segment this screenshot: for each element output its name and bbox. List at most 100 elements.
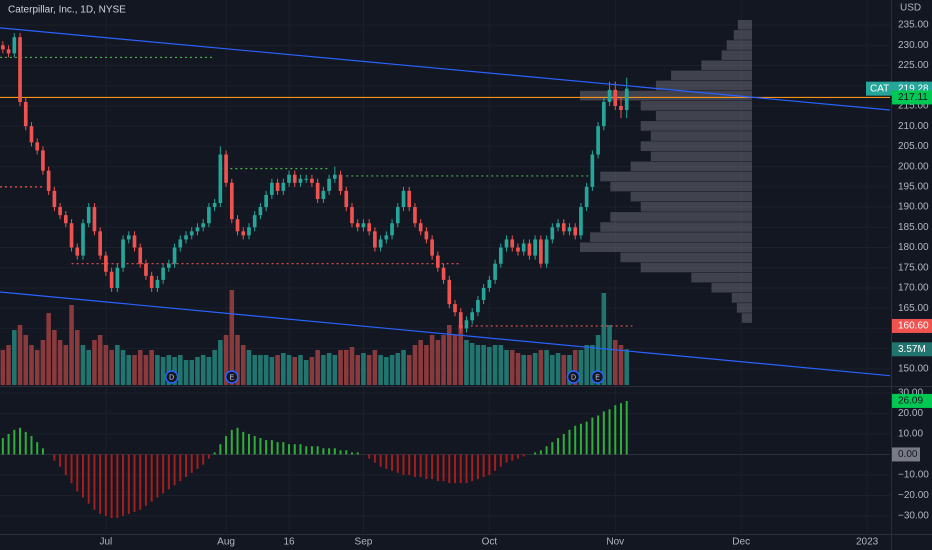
volume-bar bbox=[115, 345, 120, 385]
candle-body bbox=[92, 207, 97, 232]
volume-bar bbox=[469, 343, 475, 385]
candle-body bbox=[218, 154, 223, 204]
candle-body bbox=[441, 267, 446, 280]
candle-body bbox=[539, 239, 543, 264]
oscillator-bar bbox=[408, 454, 411, 475]
volume-bar bbox=[447, 325, 452, 385]
candle-body bbox=[29, 126, 34, 143]
oscillator-bar bbox=[373, 454, 376, 463]
candle-body bbox=[229, 182, 234, 220]
volume-bar bbox=[246, 350, 252, 385]
profile-row bbox=[580, 242, 752, 253]
candle-body bbox=[332, 174, 337, 179]
candle-body bbox=[378, 239, 383, 248]
volume-label: 3.57M bbox=[898, 344, 926, 355]
oscillator-bar bbox=[87, 454, 90, 504]
candle-body bbox=[430, 239, 434, 256]
profile-row bbox=[711, 282, 752, 293]
oscillator-bar bbox=[459, 454, 462, 484]
candle-body bbox=[550, 227, 555, 240]
volume-bar bbox=[57, 340, 63, 385]
candle-body bbox=[321, 190, 326, 199]
oscillator-bar bbox=[368, 454, 371, 459]
volume-bar bbox=[298, 355, 303, 385]
profile-row bbox=[736, 303, 752, 313]
profile-row bbox=[655, 80, 752, 91]
y-tick-label: 200.00 bbox=[898, 161, 929, 172]
volume-bar bbox=[229, 290, 235, 385]
profile-row bbox=[640, 202, 752, 212]
candle-body bbox=[132, 235, 137, 248]
oscillator-bar bbox=[494, 454, 497, 471]
chart-title: Caterpillar, Inc., 1D, NYSE bbox=[8, 5, 126, 16]
oscillator-bar bbox=[81, 454, 84, 498]
volume-bar bbox=[515, 353, 521, 385]
volume-bar bbox=[343, 350, 349, 385]
candle-body bbox=[69, 223, 74, 248]
event-label: D bbox=[571, 374, 576, 381]
oscillator-bar bbox=[419, 454, 422, 478]
profile-row bbox=[580, 90, 752, 101]
candle-body bbox=[189, 231, 194, 236]
candle-body bbox=[287, 174, 291, 183]
hline-badge bbox=[892, 90, 932, 105]
candle-body bbox=[52, 190, 57, 208]
volume-bar bbox=[109, 350, 114, 385]
volume-bar bbox=[189, 360, 195, 385]
candle-body bbox=[613, 89, 618, 106]
candle-body bbox=[121, 239, 125, 268]
candle-body bbox=[201, 223, 206, 228]
oscillator-bar bbox=[13, 429, 16, 455]
oscillator-bar bbox=[431, 454, 434, 480]
oscillator-bar bbox=[499, 454, 502, 467]
volume-bar bbox=[475, 345, 481, 385]
event-label: E bbox=[229, 374, 234, 381]
y-tick-label: 20.00 bbox=[898, 408, 923, 419]
oscillator-bar bbox=[288, 444, 291, 455]
candle-body bbox=[436, 255, 440, 268]
volume-bar bbox=[218, 340, 223, 385]
volume-bar bbox=[286, 355, 292, 385]
candle-body bbox=[178, 239, 183, 248]
oscillator-bar bbox=[516, 454, 519, 459]
volume-bar bbox=[326, 353, 332, 385]
oscillator-bar bbox=[322, 448, 325, 455]
candle-body bbox=[327, 178, 331, 191]
candle-body bbox=[464, 320, 469, 329]
oscillator-bar bbox=[99, 454, 102, 514]
candle-body bbox=[6, 49, 11, 54]
oscillator-bar bbox=[247, 433, 250, 455]
oscillator-bar bbox=[230, 429, 233, 455]
oscillator-bar bbox=[385, 454, 388, 469]
profile-row bbox=[731, 292, 752, 303]
candle-body bbox=[418, 223, 423, 232]
oscillator-bar bbox=[7, 433, 10, 455]
candle-body bbox=[567, 227, 572, 232]
oscillator-bar bbox=[574, 425, 577, 455]
oscillator-bar bbox=[93, 454, 96, 510]
oscillator-bar bbox=[602, 411, 605, 455]
candle-body bbox=[275, 182, 280, 191]
candle-body bbox=[86, 207, 91, 224]
x-tick-label: Dec bbox=[732, 537, 750, 548]
profile-row bbox=[721, 50, 752, 60]
candle-body bbox=[115, 267, 120, 288]
oscillator-bar bbox=[305, 446, 308, 455]
profile-row bbox=[701, 60, 752, 71]
oscillator-bar bbox=[150, 454, 153, 502]
candle-body bbox=[12, 37, 17, 54]
y-tick-label: −10.00 bbox=[898, 470, 929, 481]
candle-body bbox=[46, 170, 51, 191]
candle-body bbox=[126, 235, 131, 240]
volume-bar bbox=[590, 345, 595, 385]
candle-body bbox=[493, 263, 497, 280]
volume-bar bbox=[481, 345, 486, 385]
candle-body bbox=[304, 178, 309, 180]
oscillator-bar bbox=[167, 454, 170, 490]
volume-bar bbox=[487, 347, 492, 385]
oscillator-bar bbox=[139, 454, 142, 510]
volume-bar bbox=[567, 355, 572, 385]
volume-bar bbox=[361, 353, 366, 385]
profile-row bbox=[640, 121, 752, 131]
volume-bar bbox=[561, 355, 567, 385]
